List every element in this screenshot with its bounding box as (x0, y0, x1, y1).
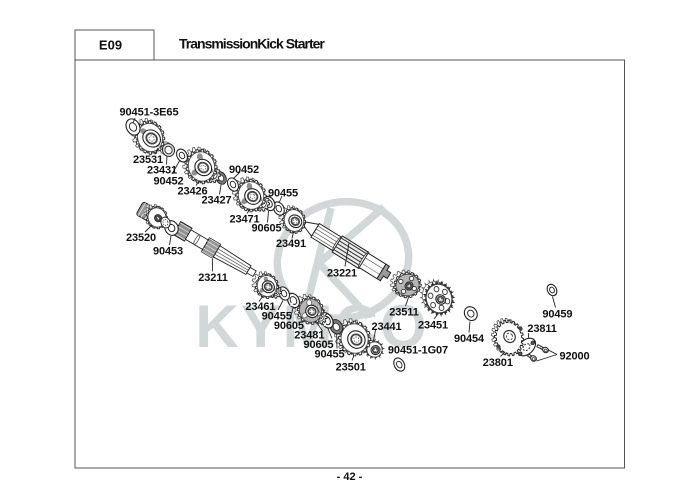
svg-text:- 42 -: - 42 - (337, 471, 363, 483)
svg-text:23501: 23501 (336, 362, 366, 374)
svg-text:90455: 90455 (268, 188, 298, 200)
svg-text:90455: 90455 (262, 311, 292, 323)
svg-text:TransmissionKick Starter: TransmissionKick Starter (179, 36, 325, 52)
svg-text:90451-1G07: 90451-1G07 (388, 345, 448, 357)
svg-text:23801: 23801 (483, 357, 513, 369)
svg-text:90459: 90459 (542, 309, 572, 321)
svg-text:90453: 90453 (153, 246, 183, 258)
svg-text:23451: 23451 (418, 320, 448, 332)
svg-text:90605: 90605 (274, 320, 304, 332)
svg-text:23221: 23221 (327, 268, 357, 280)
svg-text:E09: E09 (99, 38, 122, 53)
svg-text:23211: 23211 (198, 272, 227, 284)
svg-text:23491: 23491 (276, 238, 306, 250)
svg-text:23531: 23531 (133, 154, 163, 166)
svg-text:23461: 23461 (245, 301, 275, 313)
svg-text:23520: 23520 (126, 232, 156, 244)
svg-text:90455: 90455 (314, 349, 344, 361)
svg-text:23471: 23471 (229, 214, 259, 226)
svg-text:23427: 23427 (201, 195, 231, 207)
svg-text:90605: 90605 (251, 223, 281, 235)
svg-text:90454: 90454 (454, 333, 485, 345)
svg-text:23511: 23511 (389, 307, 418, 319)
svg-text:23431: 23431 (147, 165, 177, 177)
svg-text:23481: 23481 (294, 330, 324, 342)
svg-text:92000: 92000 (559, 351, 589, 363)
svg-text:90451-3E65: 90451-3E65 (120, 107, 179, 119)
svg-text:23811: 23811 (527, 323, 556, 335)
svg-text:23426: 23426 (177, 186, 207, 198)
svg-text:90605: 90605 (303, 339, 333, 351)
svg-text:23441: 23441 (371, 321, 401, 333)
svg-text:90452: 90452 (229, 164, 259, 176)
svg-text:90452: 90452 (153, 176, 183, 188)
